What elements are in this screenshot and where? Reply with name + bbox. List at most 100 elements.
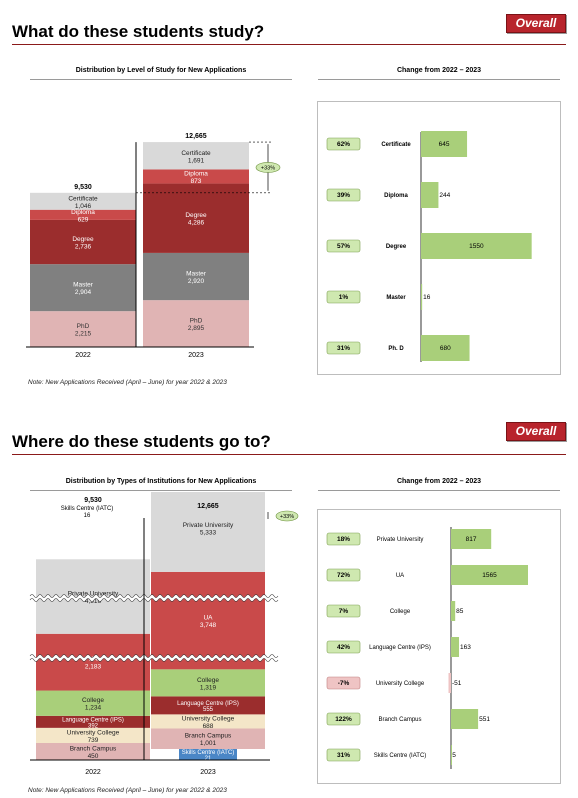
x-tick-2023: 2023: [188, 352, 204, 359]
change-value-ph-d: 680: [440, 345, 451, 352]
value-college-2023: 1,319: [200, 684, 217, 691]
x-tick-2022: 2022: [85, 769, 101, 776]
axis-break-line-1a: [29, 594, 279, 598]
category-diploma: Diploma: [384, 193, 408, 199]
change2-title: Change from 2022 – 2023: [396, 478, 482, 485]
pct-diploma: 39%: [337, 192, 350, 199]
bar-university-college-2023: [151, 714, 265, 729]
axis-break-line-2a: [29, 654, 279, 658]
growth-label: +33%: [280, 514, 294, 520]
chart2-title-rule: [30, 490, 292, 491]
value-private-university-2023: 5,333: [200, 529, 217, 536]
bar-language-centre-ips-2022: [36, 715, 150, 728]
change-value-diploma: 244: [439, 192, 450, 199]
value-branch-campus-2022: 450: [88, 753, 99, 760]
value-degree-2023: 4,286: [188, 220, 205, 227]
change1-title-rule: [318, 79, 560, 80]
label-private-university-2023: Private University: [183, 522, 234, 529]
bar-college-2022: [36, 690, 150, 716]
bar-master-2023: [143, 252, 249, 301]
value-ua-2023: 3,748: [200, 622, 217, 629]
value-phd-2022: 2,215: [75, 331, 92, 338]
pct-pill-college: [326, 604, 361, 618]
pct-certificate: 62%: [337, 141, 350, 148]
label-degree-2023: Degree: [185, 212, 207, 219]
total-2022: 9,530: [84, 497, 102, 504]
label-skills-centre-iatc-2023: Skills Centre (IATC): [182, 750, 235, 756]
pct-pill-private-university: [326, 532, 361, 546]
label-branch-campus-2023: Branch Campus: [185, 733, 232, 740]
label-skills-centre-iatc-2022: Skills Centre (IATC): [61, 506, 114, 512]
value-certificate-2022: 1,046: [75, 203, 92, 210]
bar-college-2023: [151, 669, 265, 697]
label-branch-campus-2022: Branch Campus: [70, 746, 117, 753]
total-2023: 12,665: [197, 503, 219, 510]
label-degree-2022: Degree: [72, 236, 94, 243]
change-value-ua: 1565: [482, 572, 497, 579]
value-skills-centre-iatc-2022: 16: [84, 513, 91, 519]
pct-pill-diploma: [326, 188, 361, 202]
category-skills-centre-iatc: Skills Centre (IATC): [374, 753, 427, 759]
change-bar-language-centre-ips: [451, 637, 460, 657]
axis-break-mask-2: [28, 655, 280, 661]
value-university-college-2023: 688: [203, 723, 214, 730]
label-phd-2022: PhD: [77, 323, 90, 330]
axis-break-line-2b: [29, 658, 279, 662]
section1-divider: [12, 44, 566, 45]
pct-private-university: 18%: [337, 536, 350, 543]
overall-badge-2: Overall: [506, 422, 566, 441]
pct-degree: 57%: [337, 243, 350, 250]
pct-college: 7%: [339, 608, 349, 615]
change-bar-certificate: [421, 131, 468, 157]
value-diploma-2023: 873: [191, 178, 202, 185]
value-university-college-2022: 739: [88, 737, 99, 744]
x-tick-2023: 2023: [200, 769, 216, 776]
bar-university-college-2022: [36, 727, 150, 743]
pct-ph-d: 31%: [337, 345, 350, 352]
category-private-university: Private University: [377, 537, 424, 543]
change-value-private-university: 817: [466, 536, 477, 543]
category-branch-campus: Branch Campus: [378, 717, 421, 723]
change-bar-degree: [421, 233, 532, 259]
chart1-title-rule: [30, 79, 292, 80]
pct-pill-ua: [326, 568, 361, 582]
bar-ua-2022: [36, 633, 150, 691]
pct-language-centre-ips: 42%: [337, 644, 350, 651]
label-language-centre-ips-2022: Language Centre (IPS): [62, 717, 124, 723]
change-bar-diploma: [421, 182, 439, 208]
change-value-university-college: -51: [452, 680, 462, 687]
bar-branch-campus-2023: [151, 728, 265, 749]
bar-diploma-2022: [30, 209, 136, 220]
pct-pill-certificate: [326, 137, 361, 151]
bar-diploma-2023: [143, 169, 249, 184]
overall-badge: Overall: [506, 14, 566, 33]
bar-degree-2022: [30, 219, 136, 265]
value-ua-2022: 2,183: [85, 664, 102, 671]
change1-panel: 62% Certificate 645 39% Diploma 244 57% Degree 1…: [317, 101, 561, 375]
value-college-2022: 1,234: [85, 705, 102, 712]
section2-divider: [12, 454, 566, 455]
pct-ua: 72%: [337, 572, 350, 579]
section1-note: Note: New Applications Received (April –…: [28, 379, 227, 386]
label-university-college-2023: University College: [182, 715, 235, 722]
label-language-centre-ips-2023: Language Centre (IPS): [177, 701, 239, 707]
pct-pill-branch-campus: [326, 712, 361, 726]
pct-pill-university-college: [326, 676, 361, 690]
section2-title: Where do these students go to?: [12, 432, 271, 451]
change-value-language-centre-ips: 163: [460, 644, 471, 651]
change-bar-college: [451, 601, 456, 621]
category-college: College: [390, 609, 411, 615]
pct-branch-campus: 122%: [335, 716, 352, 723]
bar-degree-2023: [143, 183, 249, 253]
bar-phd-2023: [143, 300, 249, 347]
bar-ua-2023: [151, 571, 265, 670]
section2-note: Note: New Applications Received (April –…: [28, 787, 227, 794]
value-master-2022: 2,904: [75, 289, 92, 296]
category-ua: UA: [396, 573, 404, 579]
change-bar-ph-d: [421, 335, 470, 361]
value-private-university-2022: 4,516: [85, 598, 102, 605]
axis-break-line-1b: [29, 598, 279, 602]
bar-master-2022: [30, 264, 136, 312]
value-diploma-2022: 629: [78, 216, 89, 223]
category-certificate: Certificate: [381, 142, 411, 148]
